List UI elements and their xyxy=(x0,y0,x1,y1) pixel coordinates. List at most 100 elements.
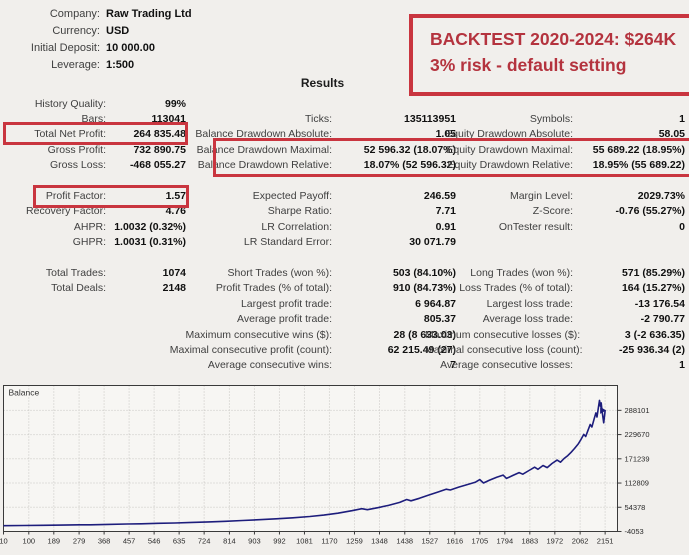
stat-label: Equity Drawdown Absolute: xyxy=(445,128,573,141)
stat-label: Balance Drawdown Absolute: xyxy=(195,128,332,141)
stat-row: Recovery Factor: 4.76 xyxy=(5,204,186,219)
y-axis-label: 171239 xyxy=(625,454,650,463)
stats-column-right: Symbols: 1 Equity Drawdown Absolute: 58.… xyxy=(425,111,685,373)
stat-row: Balance Drawdown Relative: 18.07% (52 59… xyxy=(160,158,456,173)
banner-line-1: BACKTEST 2020-2024: $264K xyxy=(430,29,677,49)
stat-row: Largest loss trade: -13 176.54 xyxy=(425,296,685,311)
stat-row: Equity Drawdown Maximal: 55 689.22 (18.9… xyxy=(425,142,685,157)
stat-value: 1 xyxy=(679,359,685,372)
stat-row: Sharpe Ratio: 7.71 xyxy=(160,204,456,219)
x-axis-label: 279 xyxy=(73,537,86,546)
stat-label: Maximal consecutive loss (count): xyxy=(425,343,583,356)
stats-column-left: History Quality: 99% Bars: 113041 Total … xyxy=(5,96,186,296)
x-axis-label: 10 xyxy=(0,537,8,546)
stat-label: Average consecutive wins: xyxy=(207,359,332,372)
stat-value: 2148 xyxy=(162,282,186,295)
stat-label: Margin Level: xyxy=(509,190,573,203)
x-axis-label: 903 xyxy=(248,537,261,546)
stat-label: Profit Factor: xyxy=(45,190,106,203)
stat-row: Maximal consecutive profit (count): 62 2… xyxy=(160,342,456,357)
stat-value: 18.07% (52 596.32) xyxy=(363,159,456,172)
stat-row: Total Deals: 2148 xyxy=(5,281,186,296)
stat-value: 18.95% (55 689.22) xyxy=(592,159,685,172)
x-axis-label: 368 xyxy=(98,537,111,546)
stat-row: Equity Drawdown Relative: 18.95% (55 689… xyxy=(425,158,685,173)
stat-row: Long Trades (won %): 571 (85.29%) xyxy=(425,265,685,280)
stat-label: Sharpe Ratio: xyxy=(267,205,332,218)
x-axis-label: 1348 xyxy=(371,537,388,546)
stat-value: 4.76 xyxy=(165,205,186,218)
stat-label: Z-Score: xyxy=(532,205,573,218)
stat-value: 571 (85.29%) xyxy=(621,267,685,279)
account-info-row: Company: Raw Trading Ltd xyxy=(0,5,320,22)
stat-row: Maximum consecutive wins ($): 28 (8 633.… xyxy=(160,327,456,342)
stat-row: Balance Drawdown Maximal: 52 596.32 (18.… xyxy=(160,142,456,157)
stat-row: Gross Loss: -468 055.27 xyxy=(5,158,186,173)
x-axis-label: 457 xyxy=(123,537,136,546)
stat-value: 7.71 xyxy=(435,205,456,218)
stat-value: 732 890.75 xyxy=(133,143,186,156)
x-axis-label: 1438 xyxy=(396,537,413,546)
stat-value: -0.76 (55.27%) xyxy=(615,205,685,218)
stat-label: Largest loss trade: xyxy=(486,297,573,310)
stat-value: 1.0031 (0.31%) xyxy=(114,236,186,249)
balance-curve xyxy=(3,399,606,527)
x-axis-label: 1794 xyxy=(496,537,513,546)
stat-row: Equity Drawdown Absolute: 58.05 xyxy=(425,127,685,142)
stat-value: 805.37 xyxy=(423,313,456,326)
account-info: Company: Raw Trading Ltd Currency: USD I… xyxy=(0,5,320,73)
stat-value: 503 (84.10%) xyxy=(392,266,456,279)
stat-value: 99% xyxy=(164,97,186,110)
stat-row: Gross Profit: 732 890.75 xyxy=(5,142,186,157)
stat-value: 3 (-2 636.35) xyxy=(624,328,685,341)
stat-label: Maximal consecutive profit (count): xyxy=(169,343,332,356)
stat-row: Maximal consecutive loss (count): -25 93… xyxy=(425,342,685,357)
stat-row: Maximum consecutive losses ($): 3 (-2 63… xyxy=(425,327,685,342)
stat-row: Average consecutive wins: 7 xyxy=(160,358,456,373)
stat-label: Ticks: xyxy=(304,113,332,126)
x-axis-label: 1616 xyxy=(446,537,463,546)
x-axis-label: 2062 xyxy=(572,537,589,546)
stat-label: Balance Drawdown Relative: xyxy=(197,159,332,172)
backtest-annotation-banner: BACKTEST 2020-2024: $264K 3% risk - defa… xyxy=(409,14,689,96)
stat-row: Total Trades: 1074 xyxy=(5,265,186,280)
stat-value: 135113951 xyxy=(404,113,456,126)
x-axis-label: 2151 xyxy=(597,537,614,546)
stat-label: AHPR: xyxy=(73,220,106,233)
stat-value: -13 176.54 xyxy=(634,297,685,310)
stat-label: GHPR: xyxy=(72,236,106,249)
account-info-label: Company: xyxy=(49,7,100,20)
stat-row: LR Standard Error: 30 071.79 xyxy=(160,235,456,250)
account-info-value: 10 000.00 xyxy=(106,41,155,54)
stat-label: Symbols: xyxy=(529,113,573,126)
account-info-value: Raw Trading Ltd xyxy=(106,7,192,20)
stat-label: Long Trades (won %): xyxy=(470,267,573,279)
stat-row: GHPR: 1.0031 (0.31%) xyxy=(5,235,186,250)
stat-row: Largest profit trade: 6 964.87 xyxy=(160,296,456,311)
stat-row: Average profit trade: 805.37 xyxy=(160,311,456,326)
stat-row: Average consecutive losses: 1 xyxy=(425,358,685,373)
stat-value: 1.0032 (0.32%) xyxy=(114,220,186,233)
stat-label: Balance Drawdown Maximal: xyxy=(196,143,332,156)
stat-value: 30 071.79 xyxy=(409,236,456,249)
stat-value: 28 (8 633.03) xyxy=(393,328,456,341)
account-info-label: Initial Deposit: xyxy=(30,41,100,54)
stat-label: Average loss trade: xyxy=(482,313,573,326)
stat-value: 52 596.32 (18.07%) xyxy=(363,143,456,156)
account-info-value: USD xyxy=(106,24,130,37)
x-axis-label: 546 xyxy=(148,537,161,546)
stat-label: LR Correlation: xyxy=(261,220,332,233)
stat-label: Average consecutive losses: xyxy=(440,359,573,372)
banner-line-2: 3% risk - default setting xyxy=(430,55,627,76)
stat-value: 6 964.87 xyxy=(415,297,456,310)
stat-value: 1074 xyxy=(162,266,186,279)
stat-label: Total Net Profit: xyxy=(34,128,106,141)
y-axis-label: 229670 xyxy=(625,430,650,439)
x-axis-label: 635 xyxy=(173,537,186,546)
x-axis-label: 1883 xyxy=(521,537,538,546)
stat-value: 246.59 xyxy=(423,190,456,203)
account-info-row: Initial Deposit: 10 000.00 xyxy=(0,39,320,56)
stat-label: Loss Trades (% of total): xyxy=(459,282,573,295)
x-axis-label: 100 xyxy=(23,537,36,546)
y-axis-label: -4053 xyxy=(625,527,644,536)
